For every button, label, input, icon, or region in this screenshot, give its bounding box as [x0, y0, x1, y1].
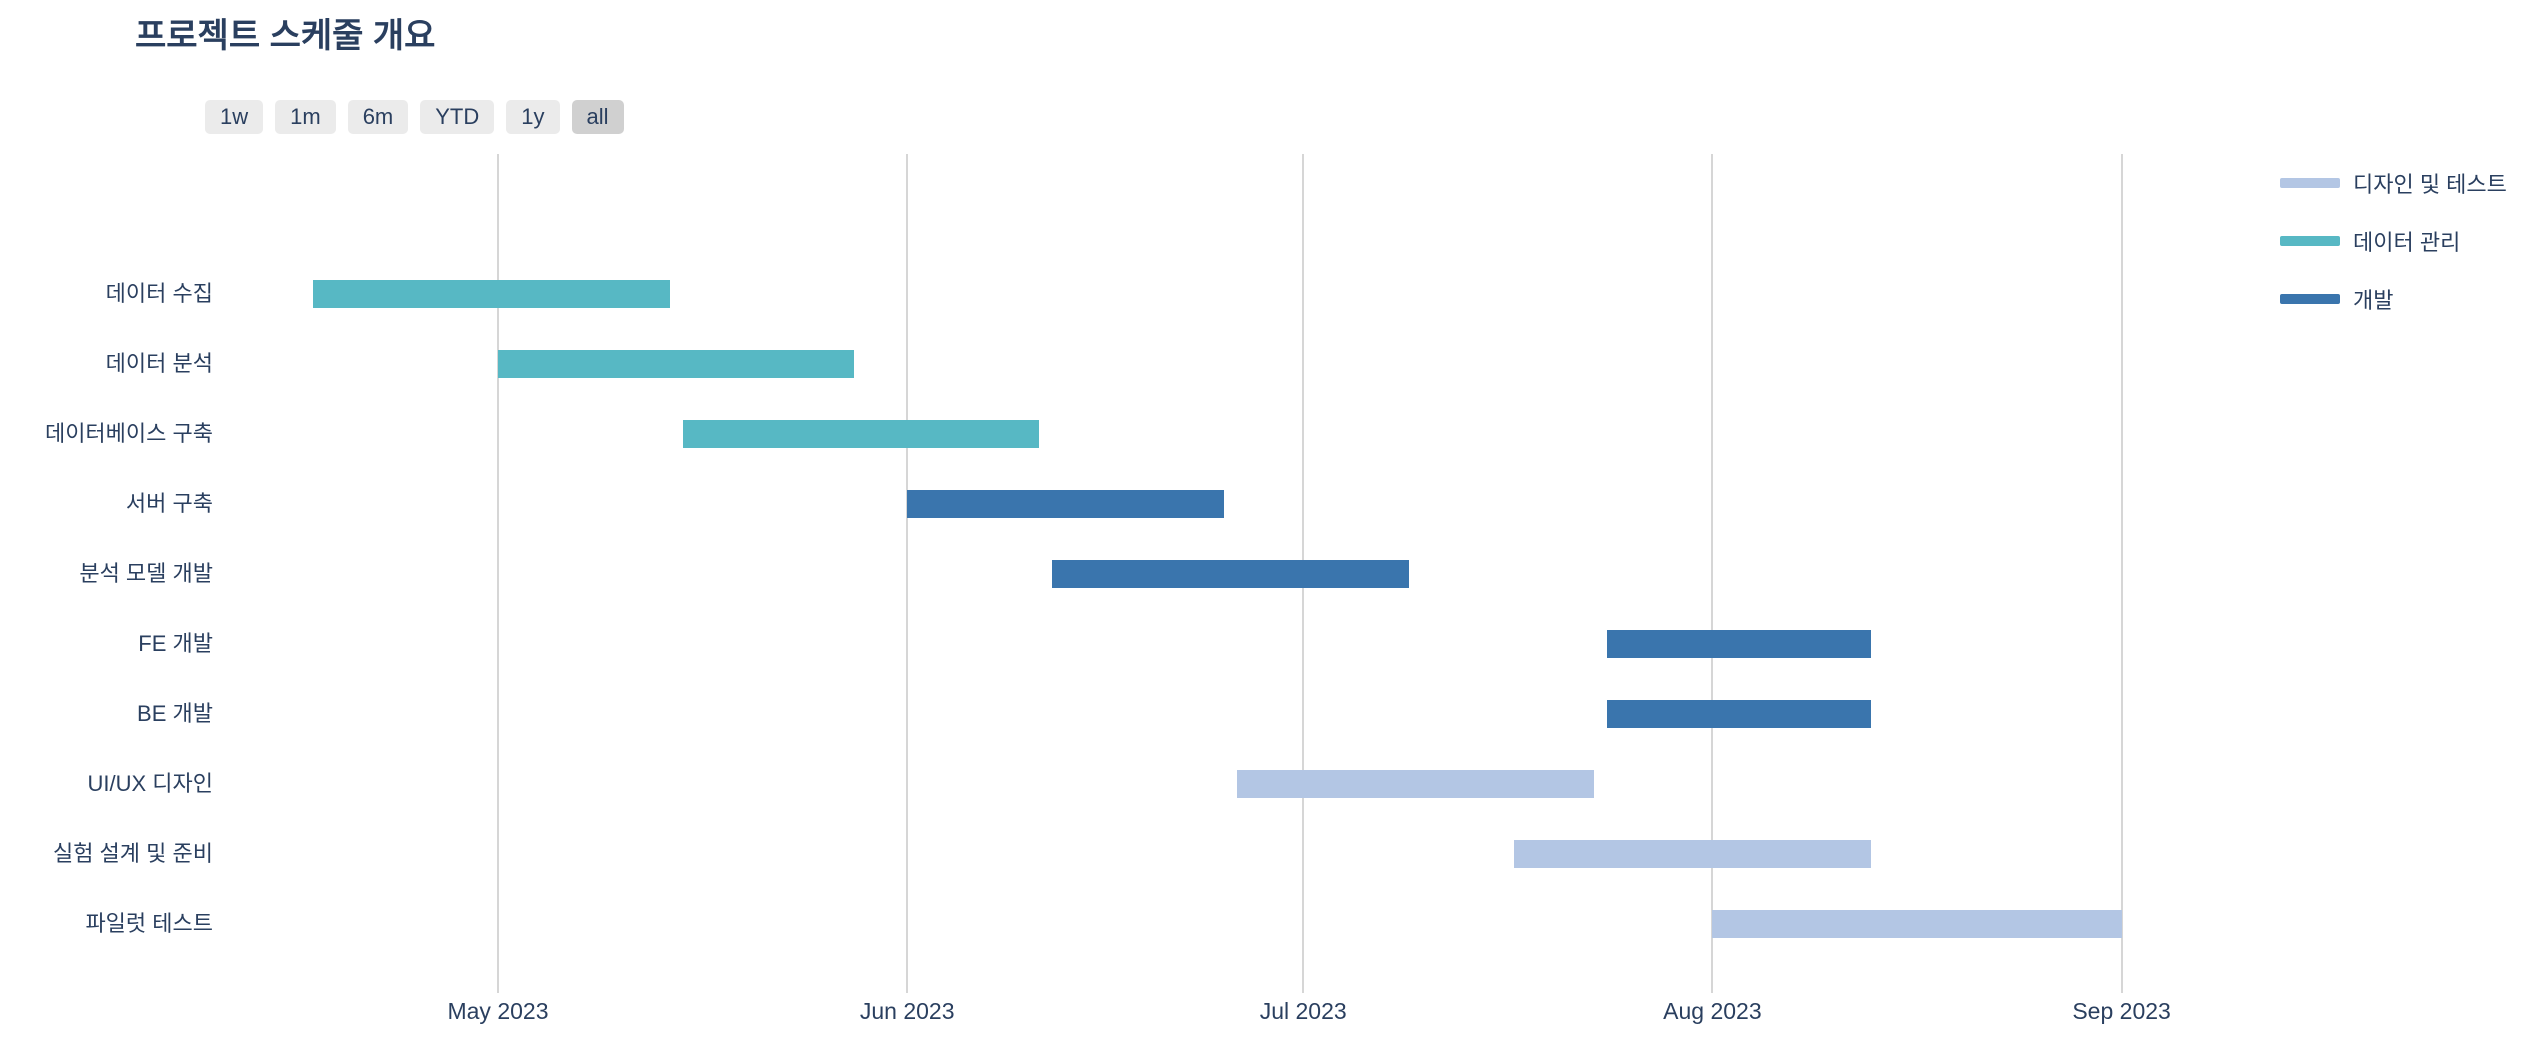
- task-bar[interactable]: [1052, 560, 1409, 589]
- chart-title: 프로젝트 스케줄 개요: [135, 17, 436, 55]
- y-axis-label: FE 개발: [138, 631, 213, 656]
- y-axis-label: 분석 모델 개발: [79, 561, 213, 587]
- range-button-1m[interactable]: 1m: [275, 100, 336, 134]
- range-button-6m[interactable]: 6m: [347, 100, 409, 134]
- legend-swatch-icon: [2280, 236, 2340, 246]
- y-axis-label: UI/UX 디자인: [87, 770, 213, 796]
- x-axis-label: Sep 2023: [2072, 998, 2171, 1024]
- range-selector: 1w 1m 6m YTD 1y all: [205, 100, 624, 134]
- task-bar[interactable]: [1712, 909, 2122, 938]
- task-bar[interactable]: [1606, 630, 1871, 658]
- y-axis-label: 데이터 수집: [105, 281, 213, 307]
- gridline-2023-05-01: [497, 154, 499, 993]
- legend-item[interactable]: 디자인 및 테스트: [2280, 166, 2507, 200]
- x-axis-label: Jun 2023: [859, 998, 955, 1024]
- task-bar[interactable]: [682, 420, 1040, 449]
- range-button-1y[interactable]: 1y: [506, 100, 560, 134]
- y-axis-label: 실험 설계 및 준비: [52, 840, 213, 866]
- range-button-ytd[interactable]: YTD: [420, 100, 495, 134]
- legend-label: 디자인 및 테스트: [2353, 172, 2507, 197]
- legend-swatch-icon: [2280, 294, 2340, 304]
- task-bar[interactable]: [1237, 769, 1594, 798]
- x-axis-label: May 2023: [447, 998, 549, 1024]
- range-button-1w[interactable]: 1w: [205, 100, 264, 134]
- y-axis-label: 데이터 분석: [105, 351, 213, 377]
- x-axis-label: Aug 2023: [1663, 998, 1762, 1024]
- y-axis-label: 서버 구축: [125, 491, 213, 517]
- legend-label: 데이터 관리: [2353, 230, 2461, 255]
- range-button-all[interactable]: all: [571, 100, 624, 134]
- y-axis-label: BE 개발: [137, 700, 213, 726]
- task-bar[interactable]: [1606, 699, 1871, 728]
- gridline-2023-09-01: [2120, 154, 2123, 993]
- task-bar[interactable]: [313, 280, 670, 309]
- task-bar[interactable]: [907, 490, 1224, 519]
- gridline-2023-08-01: [1711, 154, 1714, 993]
- x-axis-label: Jul 2023: [1259, 998, 1347, 1024]
- legend-swatch-icon: [2280, 178, 2340, 188]
- task-bar[interactable]: [1514, 839, 1871, 868]
- gridline-2023-06-01: [906, 154, 909, 993]
- y-axis-label: 파일럿 테스트: [85, 910, 213, 936]
- task-bar[interactable]: [498, 350, 855, 379]
- legend-item[interactable]: 데이터 관리: [2280, 224, 2507, 258]
- y-axis-label: 데이터베이스 구축: [44, 421, 213, 447]
- legend-label: 개발: [2353, 288, 2394, 313]
- legend-item[interactable]: 개발: [2280, 282, 2507, 316]
